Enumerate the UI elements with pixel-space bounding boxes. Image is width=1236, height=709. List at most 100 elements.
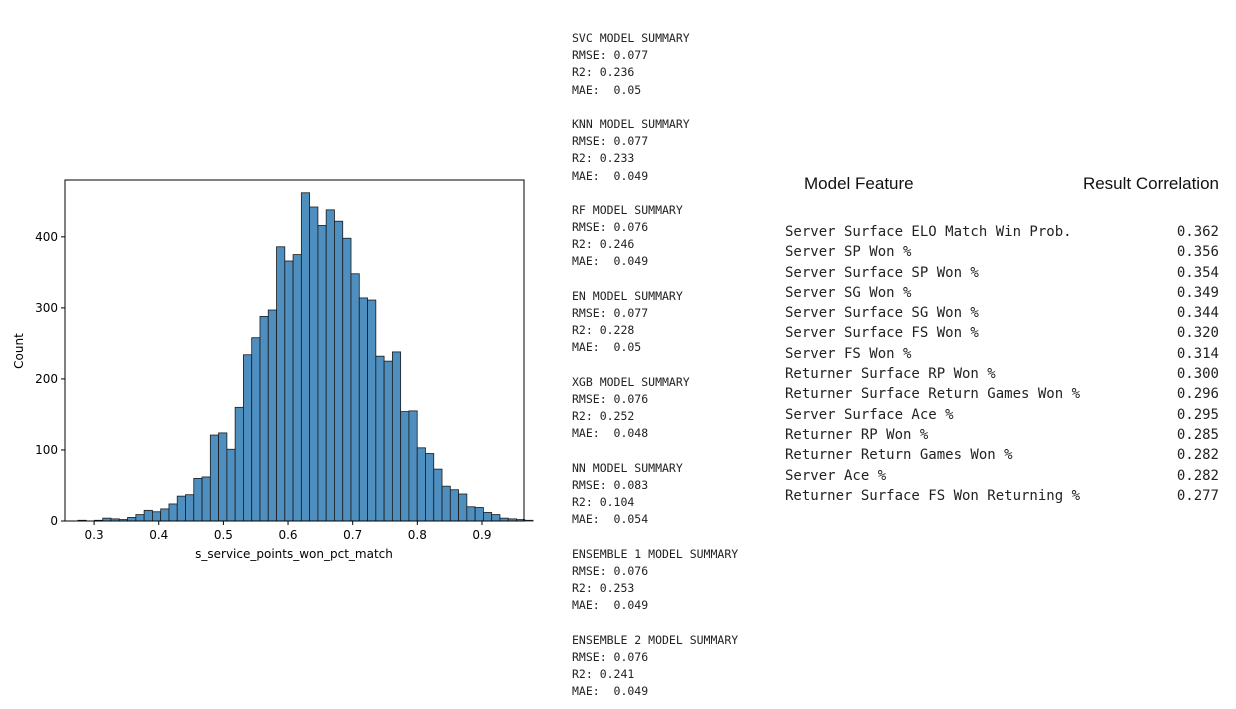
- histogram-bar: [342, 237, 352, 522]
- model-summary-block: KNN MODEL SUMMARY RMSE: 0.077 R2: 0.233 MAE…: [572, 116, 738, 185]
- r2-value: R2: 0.104: [572, 495, 635, 510]
- mae-value: MAE: 0.05: [572, 340, 642, 355]
- y-tick-label: 300: [35, 301, 58, 315]
- correlation-row: Returner Surface FS Won Returning % 0.277: [785, 486, 1219, 506]
- histogram-bar: [325, 209, 335, 522]
- correlation-row: Returner Surface Return Games Won % 0.296: [785, 384, 1219, 404]
- correlation-value: 0.285: [1176, 426, 1219, 443]
- x-tick-label: 0.7: [343, 528, 362, 542]
- rmse-value: RMSE: 0.077: [572, 48, 649, 63]
- histogram-bar: [276, 246, 286, 522]
- histogram-bar: [168, 503, 178, 522]
- feature-name: Server SG Won %: [785, 284, 912, 301]
- model-summary-block: ENSEMBLE 1 MODEL SUMMARY RMSE: 0.076 R2: 0…: [572, 546, 738, 615]
- x-tick-label: 0.4: [149, 528, 168, 542]
- rmse-value: RMSE: 0.077: [572, 306, 649, 320]
- r2-value: R2: 0.252: [572, 409, 635, 424]
- histogram-bar: [284, 260, 294, 522]
- rmse-value: RMSE: 0.076: [572, 391, 649, 406]
- feature-name: Returner Surface FS Won Returning %: [785, 487, 1081, 504]
- histogram-bar: [309, 206, 319, 522]
- histogram-bar: [524, 519, 534, 522]
- model-summary-block: SVC MODEL SUMMARY RMSE: 0.077 R2: 0.236 MAE…: [572, 30, 738, 99]
- feature-name: Server FS Won %: [785, 345, 912, 362]
- histogram-bar: [226, 448, 236, 522]
- histogram-bar: [243, 354, 253, 522]
- correlation-row: Server SG Won % 0.349: [785, 283, 1219, 303]
- x-axis-ticks: 0.3 0.4 0.5 0.6 0.7 0.8 0.9: [85, 521, 492, 542]
- histogram-bar: [400, 411, 410, 522]
- histogram-bar: [383, 360, 393, 522]
- histogram-bar: [234, 406, 244, 522]
- y-axis-label: Count: [12, 333, 26, 369]
- model-summary-block: RF MODEL SUMMARY RMSE: 0.076 R2: 0.246 MAE:…: [572, 202, 738, 271]
- histogram-bar: [433, 468, 443, 522]
- feature-name: Server Surface SG Won %: [785, 305, 979, 322]
- feature-name: Server Surface ELO Match Win Prob.: [785, 224, 1072, 240]
- correlation-row: Returner Return Games Won % 0.282: [785, 445, 1219, 465]
- feature-name: Server Ace %: [785, 467, 887, 484]
- rmse-value: RMSE: 0.077: [572, 134, 649, 149]
- histogram-bar: [152, 511, 162, 522]
- histogram-bar: [483, 512, 493, 522]
- y-tick-label: 400: [35, 230, 58, 244]
- correlation-row: Server SP Won % 0.356: [785, 242, 1219, 262]
- correlation-row: Server Surface SP Won % 0.354: [785, 263, 1219, 283]
- feature-name: Returner Surface Return Games Won %: [785, 386, 1081, 403]
- histogram-bar: [176, 495, 186, 522]
- histogram-bar: [458, 493, 468, 522]
- mae-value: MAE: 0.049: [572, 168, 649, 183]
- histogram-bar: [209, 434, 220, 522]
- histogram-bar: [201, 476, 211, 522]
- y-tick-label: 200: [35, 372, 58, 386]
- model-summary-title: EN MODEL SUMMARY: [572, 288, 683, 303]
- mae-value: MAE: 0.048: [572, 426, 649, 441]
- x-tick-label: 0.9: [472, 528, 491, 542]
- correlation-value: 0.320: [1176, 325, 1219, 342]
- histogram-bar: [160, 508, 170, 522]
- histogram-bar: [251, 337, 261, 522]
- x-tick-label: 0.6: [278, 528, 297, 542]
- plot-frame: [64, 179, 525, 522]
- mae-value: MAE: 0.049: [572, 598, 649, 613]
- mae-value: MAE: 0.049: [572, 684, 649, 699]
- r2-value: R2: 0.253: [572, 581, 635, 595]
- rmse-value: RMSE: 0.083: [572, 477, 649, 492]
- histogram-bar: [300, 192, 311, 522]
- model-summary-title: KNN MODEL SUMMARY: [572, 116, 690, 131]
- r2-value: R2: 0.241: [572, 666, 635, 681]
- correlation-value: 0.282: [1176, 447, 1219, 464]
- histogram-bars: [77, 192, 534, 522]
- histogram-bar: [334, 220, 344, 522]
- histogram-bar: [425, 453, 435, 522]
- model-summary-title: ENSEMBLE 1 MODEL SUMMARY: [572, 546, 739, 561]
- histogram-bar: [367, 299, 377, 522]
- y-axis-ticks: 0 100 200 300 400: [35, 230, 65, 528]
- x-tick-label: 0.3: [85, 528, 104, 542]
- correlation-value: 0.349: [1176, 284, 1219, 301]
- model-summary-block: XGB MODEL SUMMARY RMSE: 0.076 R2: 0.252 MAE…: [572, 374, 738, 443]
- x-tick-label: 0.8: [408, 528, 427, 542]
- correlation-row: Returner Surface RP Won % 0.300: [785, 364, 1219, 384]
- feature-name: Returner Return Games Won %: [785, 447, 1013, 464]
- histogram-bar: [449, 489, 459, 522]
- histogram-bar: [408, 410, 418, 522]
- histogram-bar: [185, 494, 195, 522]
- result-column-header: Result Correlation: [1082, 174, 1219, 193]
- correlation-value: 0.296: [1176, 386, 1219, 403]
- correlation-row: Server Ace % 0.282: [785, 466, 1219, 486]
- feature-name: Returner RP Won %: [785, 426, 929, 443]
- correlation-row: Server Surface ELO Match Win Prob. 0.362: [785, 222, 1219, 242]
- correlation-table: Server Surface ELO Match Win Prob. 0.362 S…: [785, 222, 1219, 506]
- histogram-bar: [416, 447, 426, 522]
- model-summary-title: XGB MODEL SUMMARY: [572, 374, 690, 389]
- histogram-bar: [317, 225, 327, 522]
- histogram-bar: [358, 297, 368, 522]
- correlation-row: Server Surface FS Won % 0.320: [785, 323, 1219, 343]
- mae-value: MAE: 0.05: [572, 82, 642, 97]
- r2-value: R2: 0.236: [572, 65, 635, 80]
- model-summary-title: ENSEMBLE 2 MODEL SUMMARY: [572, 632, 739, 647]
- histogram-bar: [391, 351, 402, 522]
- feature-name: Server Surface FS Won %: [785, 325, 979, 342]
- correlation-value: 0.277: [1176, 487, 1219, 504]
